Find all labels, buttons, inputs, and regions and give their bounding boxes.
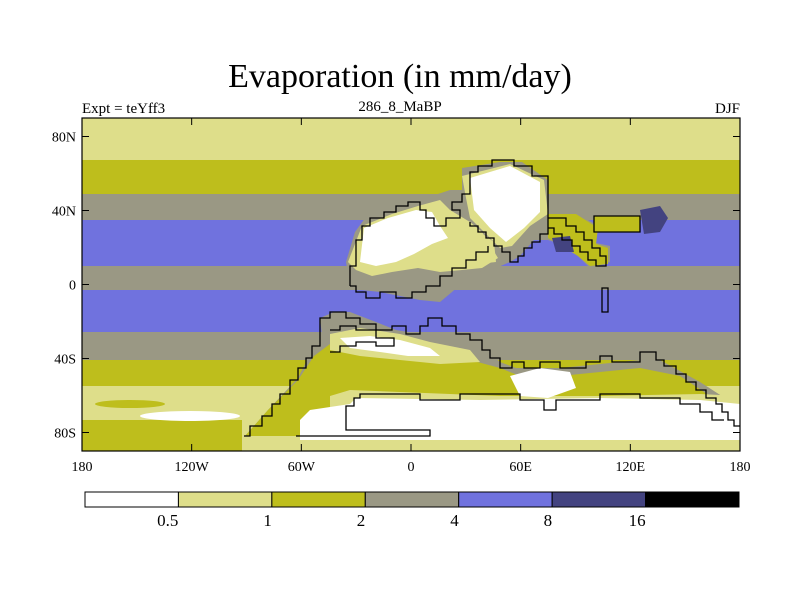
coastline-east-island [593, 215, 641, 233]
patch-c0-southpacific [140, 411, 240, 421]
colorbar-level-label: 4 [450, 511, 459, 530]
band-c2-north [82, 160, 740, 194]
colorbar-level-label: 16 [629, 511, 646, 530]
colorbar-box [364, 491, 460, 508]
colorbar-level-label: 0.5 [157, 511, 178, 530]
colorbar-box [551, 491, 647, 508]
land-east-dark [640, 206, 668, 234]
x-tick-label: 60W [288, 460, 316, 475]
patch-c0-southpacific-2 [95, 400, 165, 408]
colorbar-level-label: 2 [357, 511, 366, 530]
age-label: 286_8_MaBP [358, 99, 442, 115]
land-south-dry-3 [510, 368, 576, 398]
x-tick-label: 120E [616, 460, 646, 475]
y-tick-label: 80N [52, 131, 76, 146]
season-label: DJF [714, 101, 740, 117]
land-dry-core-1b [360, 210, 448, 266]
experiment-label: Expt = teYff3 [82, 101, 166, 117]
coastline-south [244, 311, 740, 437]
y-tick-label: 40N [52, 205, 76, 220]
colorbar: 0.5 1 2 4 8 16 [84, 491, 740, 530]
land-east-patch [594, 216, 640, 232]
colorbar-box [458, 491, 553, 508]
colorbar-box [84, 491, 179, 508]
colorbar-box [645, 491, 740, 508]
x-tick-label: 120W [175, 460, 210, 475]
coastlines [244, 159, 740, 437]
plot-title: Evaporation (in mm/day) [228, 58, 572, 95]
y-tick-label: 0 [69, 279, 76, 294]
y-tick-label: 40S [54, 353, 76, 368]
land-dry-core-3b [470, 166, 540, 242]
x-tick-label: 180 [72, 460, 93, 475]
coastline-small-island [601, 287, 609, 313]
colorbar-box [177, 491, 273, 508]
x-tick-label: 60E [509, 460, 532, 475]
colorbar-box [271, 491, 366, 508]
x-tick-label: 0 [408, 460, 415, 475]
land-tethys-gap [548, 214, 608, 266]
coastline-east-block [548, 217, 607, 267]
land-south-dry-2 [300, 398, 740, 440]
coastline-north [349, 159, 549, 286]
x-tick-label: 180 [730, 460, 751, 475]
contour-field [82, 118, 740, 451]
colorbar-level-label: 1 [263, 511, 272, 530]
coastline-north-south-edge [350, 246, 489, 299]
band-c2-southern [82, 420, 242, 451]
map-axes: 180 120W 60W 0 60E 120E 180 80N 40N 0 40S 80S [52, 118, 751, 475]
coastline-south-pole [296, 393, 724, 437]
coastline-south-inner [330, 325, 395, 353]
y-tick-label: 80S [54, 427, 76, 442]
colorbar-level-label: 8 [544, 511, 553, 530]
